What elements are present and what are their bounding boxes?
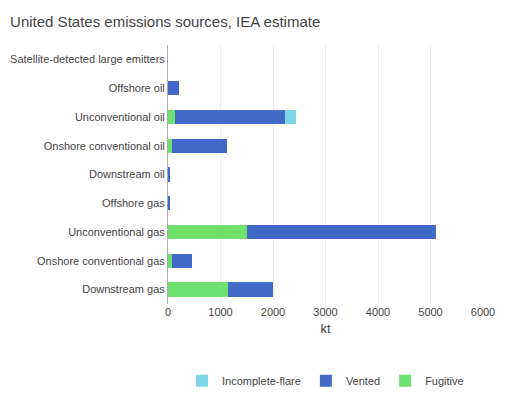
svg-text:Offshore gas: Offshore gas — [102, 197, 165, 209]
svg-text:Downstream oil: Downstream oil — [89, 168, 165, 180]
svg-text:Unconventional oil: Unconventional oil — [75, 111, 165, 123]
svg-text:Onshore conventional gas: Onshore conventional gas — [37, 255, 165, 267]
svg-text:1000: 1000 — [208, 306, 232, 318]
svg-text:4000: 4000 — [366, 306, 390, 318]
svg-text:0: 0 — [165, 306, 171, 318]
svg-text:Downstream gas: Downstream gas — [82, 283, 165, 295]
svg-text:kt: kt — [320, 321, 331, 336]
svg-text:Fugitive: Fugitive — [425, 375, 464, 387]
svg-text:Satellite-detected large emitt: Satellite-detected large emitters — [10, 53, 165, 65]
svg-text:5000: 5000 — [418, 306, 442, 318]
svg-text:Vented: Vented — [346, 375, 380, 387]
svg-text:Incomplete-flare: Incomplete-flare — [222, 375, 301, 387]
svg-text:Onshore conventional oil: Onshore conventional oil — [44, 140, 165, 152]
svg-text:Offshore oil: Offshore oil — [109, 82, 165, 94]
svg-text:2000: 2000 — [261, 306, 285, 318]
svg-text:United States emissions source: United States emissions sources, IEA est… — [10, 13, 320, 30]
svg-text:6000: 6000 — [471, 306, 495, 318]
svg-text:Unconventional gas: Unconventional gas — [68, 226, 165, 238]
svg-text:3000: 3000 — [313, 306, 337, 318]
